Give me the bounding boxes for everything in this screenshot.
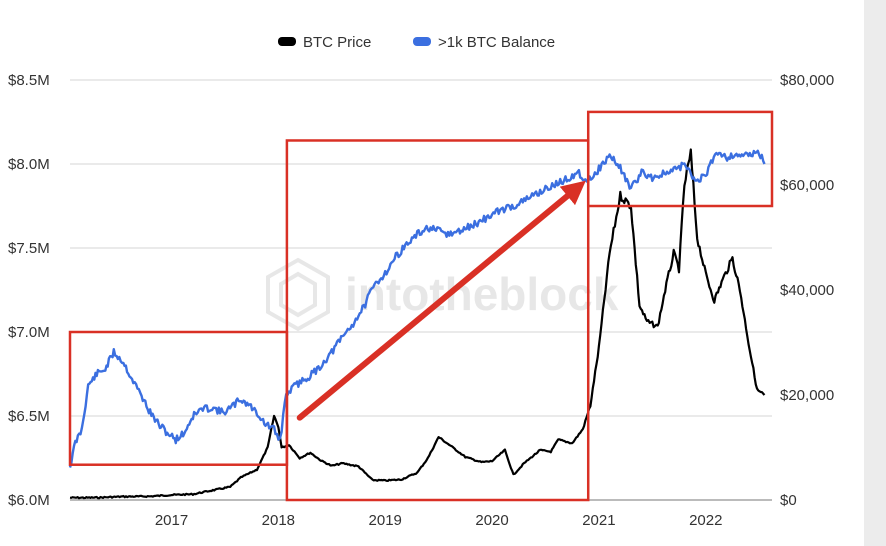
x-tick-label: 2017 [155,512,188,529]
series [68,148,766,500]
legend-label: BTC Price [303,34,371,51]
y-right-tick-label: $0 [780,492,797,509]
y-right-tick-label: $20,000 [780,387,834,404]
balance-line [68,149,766,468]
y-right-tick-label: $40,000 [780,282,834,299]
y-left-tick-label: $7.0M [8,324,50,341]
highlight-box [285,139,590,502]
x-tick-label: 2019 [369,512,402,529]
y-left-tick-label: $7.5M [8,240,50,257]
watermark-text: intotheblock [345,268,619,320]
highlight-box [68,330,289,466]
legend-swatch [278,37,296,46]
y-right-tick-label: $80,000 [780,72,834,89]
x-tick-label: 2021 [582,512,615,529]
page-edge [864,0,886,546]
watermark-logo-icon [266,257,330,332]
annotations [68,110,774,502]
x-tick-label: 2022 [689,512,722,529]
y-left-tick-label: $8.5M [8,72,50,89]
btc-price-line [69,148,766,500]
x-tick-label: 2018 [262,512,295,529]
legend-swatch [413,37,431,46]
y-left-tick-label: $6.0M [8,492,50,509]
chart-card [0,0,864,546]
axes: $6.0M $6.5M $7.0M $7.5M $8.0M $8.5M $0 $20,000 $… [8,72,834,529]
highlight-box [586,110,774,208]
legend: BTC Price >1k BTC Balance [278,34,555,51]
x-tick-label: 2020 [475,512,508,529]
watermark: intotheblock [266,257,619,332]
legend-label: >1k BTC Balance [438,34,555,51]
y-left-tick-label: $6.5M [8,408,50,425]
trend-arrow [296,180,586,421]
y-left-tick-label: $8.0M [8,156,50,173]
y-right-tick-label: $60,000 [780,177,834,194]
